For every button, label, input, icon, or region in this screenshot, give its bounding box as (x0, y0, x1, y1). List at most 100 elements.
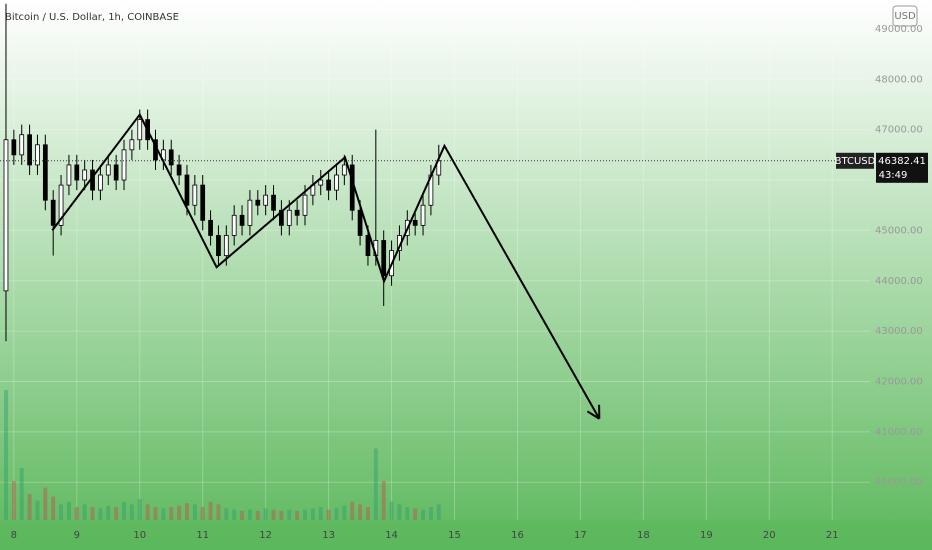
candle-body (208, 219, 213, 236)
y-tick-label: 47000.00 (875, 125, 923, 136)
arrow-head (586, 410, 600, 420)
candle-body (279, 209, 284, 226)
x-tick-label: 18 (637, 530, 650, 541)
volume-bar (169, 507, 174, 520)
volume-bar (381, 481, 386, 520)
candle-body (3, 139, 9, 292)
price-box (876, 152, 928, 183)
candle-body (50, 199, 56, 226)
volume-bar (247, 509, 252, 520)
x-tick-label: 17 (574, 530, 587, 541)
volume-bar (421, 509, 426, 520)
volume-bar (137, 499, 142, 520)
volume-bar (436, 504, 441, 520)
candle-body (184, 174, 190, 206)
volume-bar (66, 501, 71, 520)
volume-bar (74, 507, 79, 520)
candle-body (98, 174, 103, 191)
candle-body (129, 139, 135, 151)
y-tick-label: 49000.00 (875, 24, 923, 35)
currency[interactable]: USD (894, 11, 916, 22)
currency-box[interactable] (892, 5, 918, 27)
candle-body (58, 184, 64, 226)
candle-body (239, 214, 245, 226)
candle-body (286, 209, 292, 226)
candle-body (231, 214, 237, 236)
x-tick-label: 21 (826, 530, 839, 541)
x-tick-label: 10 (133, 530, 146, 541)
candle-body (27, 134, 32, 166)
volume-bar (122, 501, 126, 520)
volume-bar (51, 496, 56, 520)
candle-body (302, 194, 308, 216)
x-tick-label: 15 (448, 530, 461, 541)
x-tick-label: 9 (74, 530, 80, 541)
candle-body (420, 204, 426, 226)
candle-body (255, 199, 261, 206)
volume-bar (27, 494, 32, 520)
volume-bar (232, 509, 237, 520)
y-tick-label: 42000.00 (875, 377, 923, 388)
candle-body (263, 194, 269, 206)
candle-body (318, 179, 324, 186)
volume-bar (397, 504, 402, 520)
volume-bar (224, 508, 229, 520)
candle-body (66, 164, 72, 186)
y-tick-label: 45000.00 (875, 225, 923, 236)
volume-bar (43, 487, 48, 520)
candle-body (168, 149, 174, 166)
y-tick-label: 44000.00 (875, 276, 923, 287)
y-tick-label: 41000.00 (875, 427, 923, 438)
x-tick-label: 8 (11, 530, 17, 541)
volume-bar (358, 504, 363, 520)
volume-bar (413, 508, 418, 520)
volume-bar (373, 448, 378, 520)
volume-bar (19, 468, 24, 520)
y-tick-label: 43000.00 (875, 326, 923, 337)
y-tick-label: 48000.00 (875, 74, 923, 85)
volume-bar (334, 508, 339, 520)
x-tick-label: 14 (385, 530, 398, 541)
volume-bar (342, 505, 347, 520)
volume-bar (129, 504, 134, 520)
volume-bar (106, 505, 111, 520)
volume-bar (11, 481, 16, 520)
candle-body (341, 164, 347, 176)
candle-body (334, 174, 339, 191)
candle-body (82, 169, 88, 181)
candle-body (365, 235, 371, 256)
volume-bar (263, 508, 268, 520)
candle-body (271, 194, 276, 211)
volume-bar (389, 501, 394, 520)
candle-body (121, 149, 127, 181)
volume-bar (161, 508, 166, 520)
volume-bar (318, 507, 323, 520)
candle-body (223, 235, 229, 256)
candle-body (192, 184, 198, 206)
volume-bar (303, 509, 307, 520)
volume-bar (279, 510, 284, 520)
volume-bar (4, 390, 8, 520)
volume-bar (90, 507, 95, 520)
volume-bar (255, 510, 260, 520)
chart-title: Bitcoin / U.S. Dollar, 1h, COINBASE (5, 12, 179, 23)
x-tick-label: 16 (511, 530, 524, 541)
y-tick-label: 40000.00 (875, 477, 923, 488)
volume-bar (59, 504, 64, 520)
x-axis-bg (0, 520, 932, 550)
candle-body (247, 199, 253, 226)
volume-bar (365, 507, 370, 520)
candle-body (42, 144, 48, 201)
x-tick-label: 12 (259, 530, 272, 541)
volume-bar (271, 509, 276, 520)
volume-bar (192, 504, 197, 520)
x-tick-label: 13 (322, 530, 335, 541)
candle-body (357, 209, 363, 236)
candle-body (381, 240, 387, 277)
candle-body (113, 164, 119, 181)
candle-body (176, 164, 182, 176)
candle-body (137, 119, 143, 141)
volume-bar (287, 509, 292, 520)
